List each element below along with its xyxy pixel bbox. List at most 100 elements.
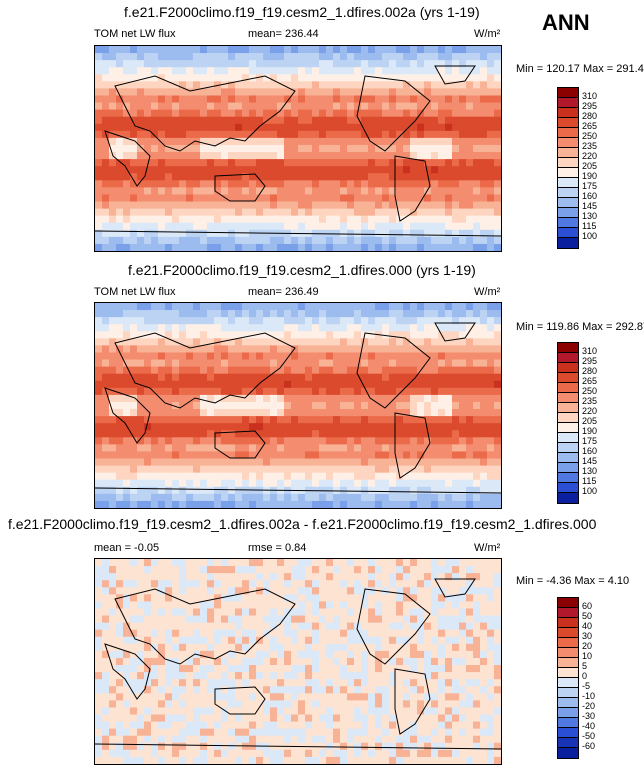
map-cell <box>312 208 320 217</box>
map-cell <box>487 650 495 659</box>
map-cell <box>452 331 460 339</box>
map-cell <box>417 243 425 251</box>
map-cell <box>326 46 334 54</box>
map-cell <box>263 109 271 118</box>
map-cell <box>242 201 250 210</box>
map-cell <box>144 303 152 311</box>
map-cell <box>291 437 299 445</box>
map-cell <box>193 714 201 723</box>
map-cell <box>186 486 194 495</box>
map-cell <box>333 672 341 680</box>
map-cell <box>347 310 355 318</box>
map-cell <box>396 116 404 125</box>
map-cell <box>438 472 446 481</box>
map-cell <box>361 665 369 673</box>
map-cell <box>130 728 138 737</box>
map-cell <box>459 608 467 617</box>
map-cell <box>144 742 152 751</box>
map-cell <box>186 236 194 245</box>
map-cell <box>459 215 467 224</box>
map-cell <box>158 236 166 245</box>
map-cell <box>221 665 229 673</box>
map-cell <box>277 409 285 417</box>
map-cell <box>200 317 208 325</box>
map-cell <box>431 67 439 75</box>
map-cell <box>193 423 201 431</box>
map-cell <box>480 714 488 723</box>
map-cell <box>291 643 299 652</box>
map-cell <box>333 187 341 196</box>
map-cell <box>165 465 173 474</box>
map-cell <box>186 352 194 361</box>
map-cell <box>116 657 124 666</box>
map-cell <box>151 201 159 210</box>
map-cell <box>305 643 313 652</box>
map-cell <box>186 331 194 339</box>
map-cell <box>312 437 320 445</box>
map-cell <box>228 566 236 574</box>
map-cell <box>277 81 285 90</box>
map-cell <box>410 173 418 181</box>
map-cell <box>466 721 474 730</box>
map-cell <box>158 187 166 196</box>
map-cell <box>410 345 418 354</box>
map-cell <box>144 53 152 61</box>
map-cell <box>410 657 418 666</box>
map-cell <box>270 430 278 438</box>
map-cell <box>354 345 362 354</box>
map-cell <box>466 601 474 610</box>
map-cell <box>403 472 411 481</box>
map-cell <box>270 465 278 474</box>
map-cell <box>207 352 215 361</box>
map-cell <box>326 409 334 417</box>
map-cell <box>298 387 306 396</box>
map-cell <box>417 458 425 467</box>
map-cell <box>256 215 264 224</box>
map-cell <box>305 679 313 687</box>
map-cell <box>459 423 467 431</box>
map-cell <box>445 566 453 574</box>
map-cell <box>375 394 383 403</box>
map-cell <box>284 700 292 709</box>
map-cell <box>207 144 215 153</box>
colorbar-tick-label: 130 <box>582 466 598 476</box>
map-cell <box>137 714 145 723</box>
map-cell <box>319 187 327 196</box>
map-cell <box>277 566 285 574</box>
map-cell <box>214 608 222 617</box>
map-cell <box>459 208 467 217</box>
map-cell <box>375 46 383 54</box>
map-cell <box>249 409 257 417</box>
map-cell <box>494 159 501 167</box>
map-cell <box>494 735 501 744</box>
map-cell <box>305 479 313 488</box>
colorbar-tick-label: 250 <box>582 386 598 396</box>
map-cell <box>298 394 306 403</box>
map-cell <box>466 573 474 581</box>
map-cell <box>277 650 285 659</box>
map-cell <box>382 444 390 453</box>
map-cell <box>95 310 103 318</box>
map-cell <box>480 359 488 368</box>
map-cell <box>382 95 390 104</box>
map-cell <box>487 187 495 196</box>
map-cell <box>179 444 187 453</box>
map-cell <box>95 437 103 445</box>
map-cell <box>186 650 194 659</box>
map-cell <box>459 201 467 210</box>
map-cell <box>130 423 138 431</box>
map-cell <box>382 594 390 603</box>
map-cell <box>305 430 313 438</box>
map-cell <box>277 201 285 210</box>
map-cell <box>459 594 467 603</box>
map-cell <box>95 416 103 424</box>
map-cell <box>214 500 222 508</box>
map-cell <box>130 493 138 502</box>
map-cell <box>410 444 418 453</box>
map-cell <box>396 229 404 238</box>
map-cell <box>270 416 278 424</box>
map-cell <box>375 123 383 132</box>
map-cell <box>137 559 145 567</box>
map-cell <box>305 465 313 474</box>
map-cell <box>172 159 180 167</box>
